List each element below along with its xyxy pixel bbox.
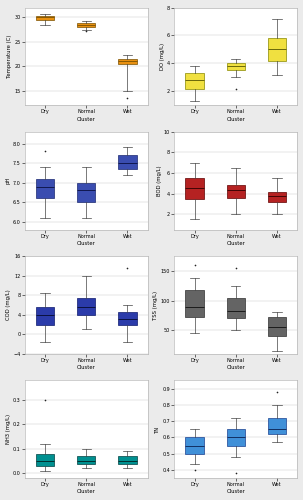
Y-axis label: Temperature (C): Temperature (C) xyxy=(7,34,12,78)
PathPatch shape xyxy=(36,16,54,20)
PathPatch shape xyxy=(36,308,54,324)
PathPatch shape xyxy=(227,64,245,70)
PathPatch shape xyxy=(185,73,204,88)
X-axis label: Cluster: Cluster xyxy=(226,490,245,494)
PathPatch shape xyxy=(227,430,245,446)
PathPatch shape xyxy=(77,23,95,27)
X-axis label: Cluster: Cluster xyxy=(77,365,96,370)
X-axis label: Cluster: Cluster xyxy=(77,241,96,246)
PathPatch shape xyxy=(36,179,54,199)
PathPatch shape xyxy=(227,298,245,318)
PathPatch shape xyxy=(185,178,204,199)
X-axis label: Cluster: Cluster xyxy=(226,241,245,246)
X-axis label: Cluster: Cluster xyxy=(226,116,245,121)
PathPatch shape xyxy=(185,438,204,454)
PathPatch shape xyxy=(77,456,95,464)
Y-axis label: COD (mg/L): COD (mg/L) xyxy=(6,290,11,320)
PathPatch shape xyxy=(118,312,137,324)
PathPatch shape xyxy=(268,317,286,336)
Y-axis label: TSS (mg/L): TSS (mg/L) xyxy=(153,290,158,320)
PathPatch shape xyxy=(118,456,137,464)
Y-axis label: DO (mg/L): DO (mg/L) xyxy=(160,43,165,70)
PathPatch shape xyxy=(118,156,137,169)
PathPatch shape xyxy=(36,454,54,466)
Y-axis label: pH: pH xyxy=(5,177,11,184)
PathPatch shape xyxy=(77,298,95,315)
PathPatch shape xyxy=(227,186,245,198)
PathPatch shape xyxy=(77,182,95,202)
PathPatch shape xyxy=(268,38,286,60)
PathPatch shape xyxy=(185,290,204,317)
PathPatch shape xyxy=(268,418,286,434)
X-axis label: Cluster: Cluster xyxy=(77,116,96,121)
Y-axis label: BOD (mg/L): BOD (mg/L) xyxy=(157,166,161,196)
PathPatch shape xyxy=(268,192,286,202)
X-axis label: Cluster: Cluster xyxy=(226,365,245,370)
PathPatch shape xyxy=(118,59,137,64)
Y-axis label: NH3 (mg/L): NH3 (mg/L) xyxy=(5,414,11,444)
Y-axis label: TN: TN xyxy=(155,426,160,433)
X-axis label: Cluster: Cluster xyxy=(77,490,96,494)
